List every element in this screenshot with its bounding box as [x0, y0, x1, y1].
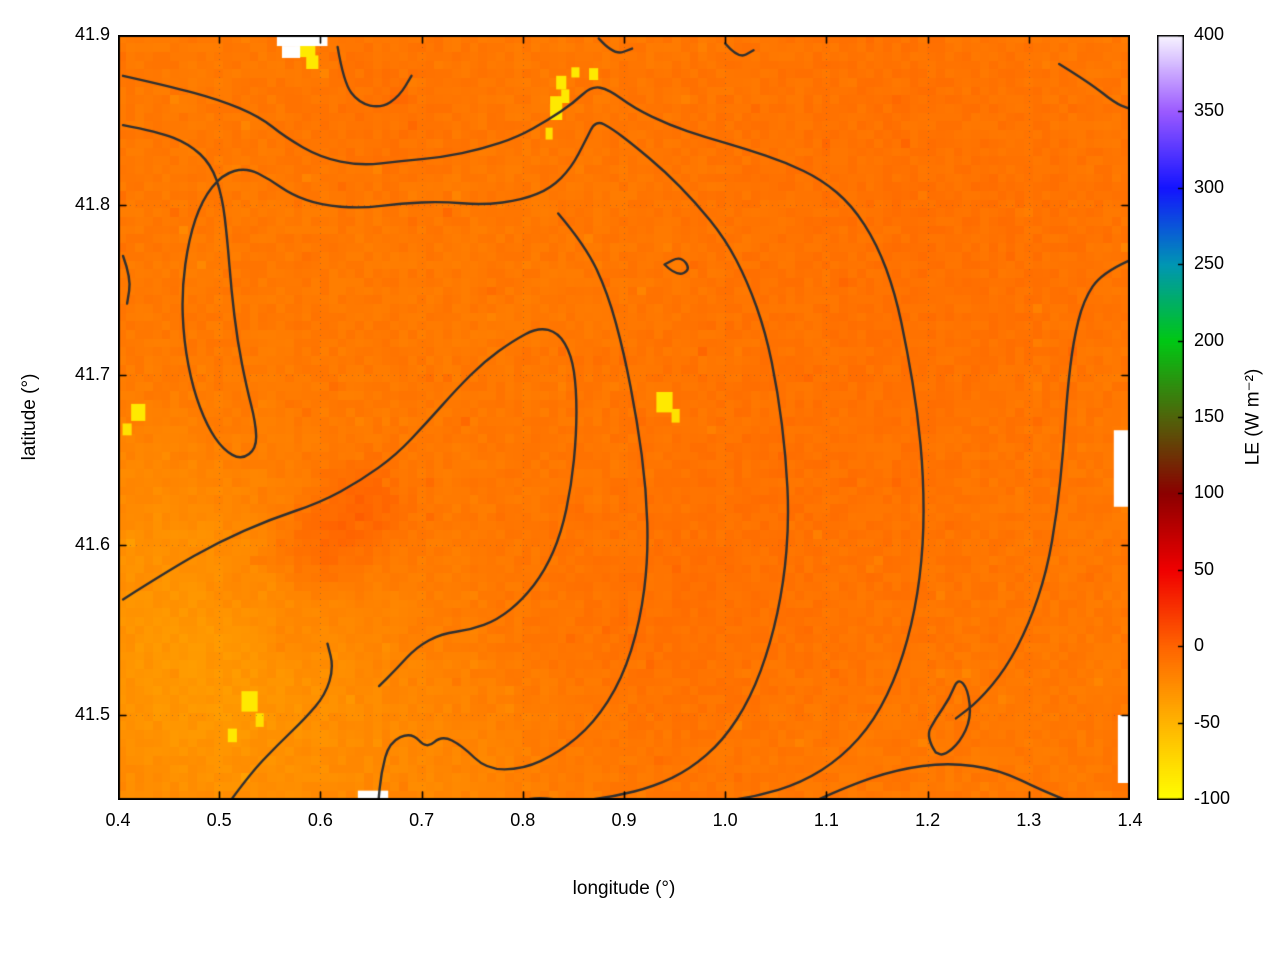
colorbar-tick-label: -100	[1194, 788, 1231, 808]
y-tick-label: 41.8	[74, 194, 110, 214]
x-tick-label: 0.6	[307, 810, 333, 830]
x-axis-title: longitude (°)	[572, 878, 676, 899]
y-tick-label: 41.6	[74, 534, 110, 554]
x-tick-label: 1.3	[1016, 810, 1042, 830]
x-tick-label: 1.0	[712, 810, 738, 830]
colorbar-tick-label: 50	[1194, 558, 1215, 579]
colorbar-tick-label: 300	[1194, 176, 1225, 197]
colorbar-tick-label: 150	[1194, 406, 1225, 426]
y-tick-label: 41.9	[74, 24, 110, 44]
colorbar-tick-label: -50	[1194, 711, 1221, 732]
x-tick-label: 0.9	[611, 810, 637, 830]
colorbar-tick-label: 400	[1194, 24, 1225, 44]
colorbar-tick-label: 100	[1194, 482, 1225, 503]
y-tick-label: 41.7	[74, 364, 110, 384]
x-tick-label: 0.5	[206, 810, 232, 830]
colorbar-tick-label: 250	[1194, 253, 1225, 274]
x-tick-label: 0.8	[510, 810, 536, 830]
colorbar-tick-label: 350	[1194, 100, 1225, 121]
colorbar-title: LE (W m⁻²)	[1242, 368, 1264, 466]
y-axis-title: latitude (°)	[19, 373, 40, 461]
x-tick-label: 1.4	[1117, 810, 1143, 830]
x-tick-label: 0.7	[409, 810, 435, 830]
y-tick-label: 41.5	[74, 704, 110, 724]
colorbar-tick-label: 0	[1194, 635, 1205, 656]
colorbar	[1157, 35, 1184, 800]
x-tick-label: 1.1	[813, 810, 839, 830]
x-tick-label: 1.2	[915, 810, 941, 830]
x-tick-label: 0.4	[105, 810, 131, 830]
heatmap-plot-area	[118, 35, 1130, 800]
colorbar-tick-label: 200	[1194, 329, 1225, 350]
